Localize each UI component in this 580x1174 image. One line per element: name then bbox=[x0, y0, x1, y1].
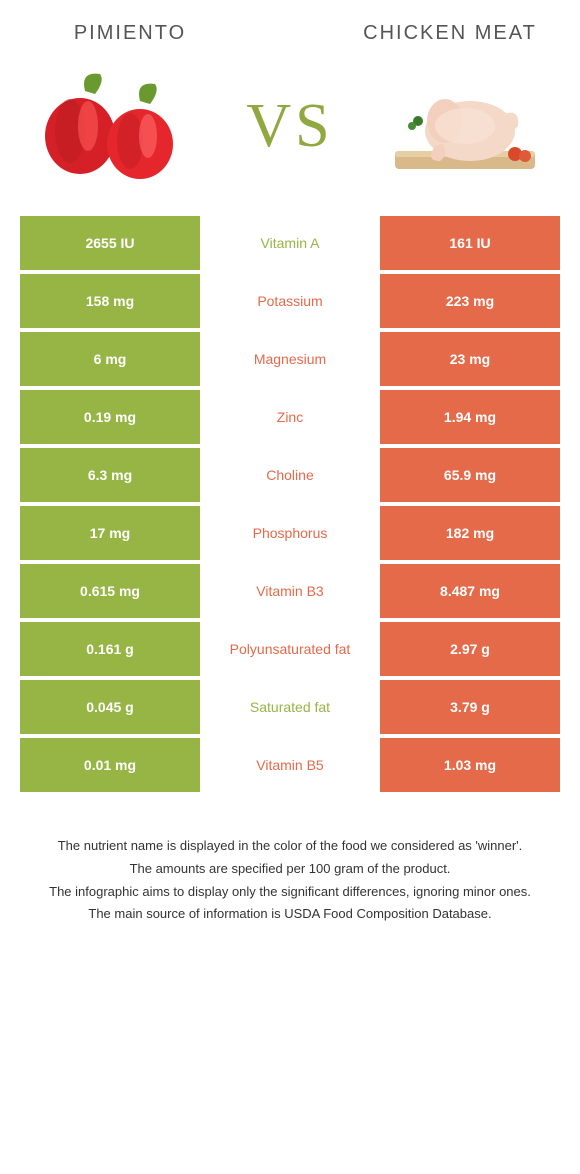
footnote-line: The main source of information is USDA F… bbox=[30, 904, 550, 925]
hero-row: VS bbox=[0, 56, 580, 216]
nutrient-name-cell: Vitamin B5 bbox=[200, 738, 380, 792]
right-value-cell: 3.79 g bbox=[380, 680, 560, 734]
table-row: 6 mgMagnesium23 mg bbox=[20, 332, 560, 386]
right-value-cell: 8.487 mg bbox=[380, 564, 560, 618]
left-value-cell: 6 mg bbox=[20, 332, 200, 386]
footnote-line: The nutrient name is displayed in the co… bbox=[30, 836, 550, 857]
right-value-cell: 1.94 mg bbox=[380, 390, 560, 444]
table-row: 6.3 mgCholine65.9 mg bbox=[20, 448, 560, 502]
table-row: 0.615 mgVitamin B38.487 mg bbox=[20, 564, 560, 618]
table-row: 2655 IUVitamin A161 IU bbox=[20, 216, 560, 270]
table-row: 0.19 mgZinc1.94 mg bbox=[20, 390, 560, 444]
nutrient-name-cell: Vitamin B3 bbox=[200, 564, 380, 618]
right-value-cell: 223 mg bbox=[380, 274, 560, 328]
header-titles: PIMIENTO CHICKEN MEAT bbox=[0, 0, 580, 56]
footnote-line: The amounts are specified per 100 gram o… bbox=[30, 859, 550, 880]
nutrient-name-cell: Polyunsaturated fat bbox=[200, 622, 380, 676]
right-value-cell: 1.03 mg bbox=[380, 738, 560, 792]
table-row: 0.01 mgVitamin B51.03 mg bbox=[20, 738, 560, 792]
footnotes: The nutrient name is displayed in the co… bbox=[0, 796, 580, 947]
nutrient-name-cell: Potassium bbox=[200, 274, 380, 328]
left-value-cell: 158 mg bbox=[20, 274, 200, 328]
nutrient-name-cell: Zinc bbox=[200, 390, 380, 444]
left-food-image bbox=[30, 66, 200, 186]
nutrient-name-cell: Magnesium bbox=[200, 332, 380, 386]
footnote-line: The infographic aims to display only the… bbox=[30, 882, 550, 903]
left-value-cell: 17 mg bbox=[20, 506, 200, 560]
table-row: 17 mgPhosphorus182 mg bbox=[20, 506, 560, 560]
table-row: 158 mgPotassium223 mg bbox=[20, 274, 560, 328]
left-value-cell: 2655 IU bbox=[20, 216, 200, 270]
right-food-image bbox=[380, 66, 550, 186]
table-row: 0.161 gPolyunsaturated fat2.97 g bbox=[20, 622, 560, 676]
left-value-cell: 6.3 mg bbox=[20, 448, 200, 502]
right-value-cell: 161 IU bbox=[380, 216, 560, 270]
right-value-cell: 23 mg bbox=[380, 332, 560, 386]
right-food-title: CHICKEN MEAT bbox=[350, 20, 550, 46]
nutrient-table: 2655 IUVitamin A161 IU158 mgPotassium223… bbox=[0, 216, 580, 792]
left-food-title: PIMIENTO bbox=[30, 20, 230, 46]
left-value-cell: 0.161 g bbox=[20, 622, 200, 676]
nutrient-name-cell: Vitamin A bbox=[200, 216, 380, 270]
right-value-cell: 2.97 g bbox=[380, 622, 560, 676]
left-value-cell: 0.01 mg bbox=[20, 738, 200, 792]
right-value-cell: 65.9 mg bbox=[380, 448, 560, 502]
nutrient-name-cell: Phosphorus bbox=[200, 506, 380, 560]
vs-label: VS bbox=[246, 91, 333, 162]
nutrient-name-cell: Choline bbox=[200, 448, 380, 502]
right-value-cell: 182 mg bbox=[380, 506, 560, 560]
table-row: 0.045 gSaturated fat3.79 g bbox=[20, 680, 560, 734]
left-value-cell: 0.19 mg bbox=[20, 390, 200, 444]
left-value-cell: 0.045 g bbox=[20, 680, 200, 734]
left-value-cell: 0.615 mg bbox=[20, 564, 200, 618]
nutrient-name-cell: Saturated fat bbox=[200, 680, 380, 734]
